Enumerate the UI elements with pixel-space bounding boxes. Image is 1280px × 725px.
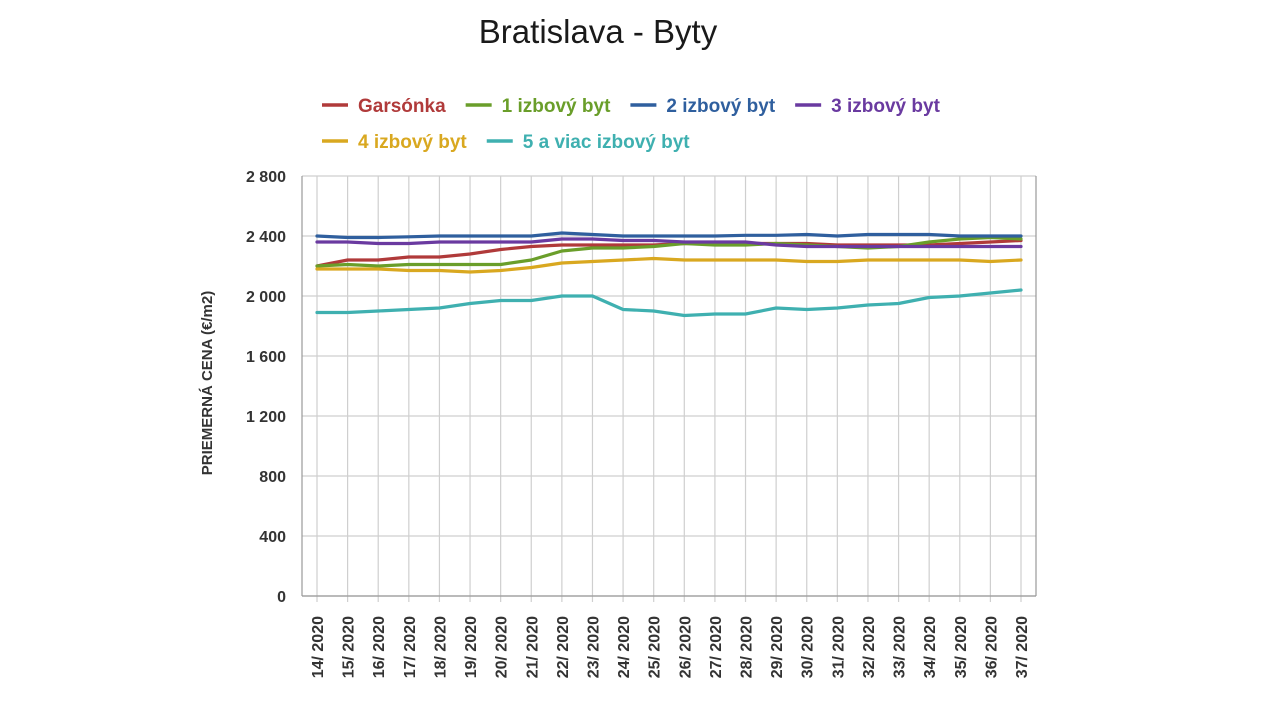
x-tick-label: 20/ 2020 xyxy=(494,616,511,678)
x-tick-label: 24/ 2020 xyxy=(616,616,633,678)
y-axis-label: PRIEMERNÁ CENA (€/m2) xyxy=(199,291,216,475)
x-tick-label: 28/ 2020 xyxy=(739,616,756,678)
y-tick-label: 1 600 xyxy=(246,349,286,366)
x-tick-label: 14/ 2020 xyxy=(310,616,327,678)
legend-item-label: 3 izbový byt xyxy=(831,96,940,117)
y-tick-label: 400 xyxy=(259,529,286,546)
x-tick-label: 29/ 2020 xyxy=(769,616,786,678)
x-tick-label: 36/ 2020 xyxy=(983,616,1000,678)
axes: 0 400 800 1 200 1 600 2 000 2 400 2 800 14/ 2020… xyxy=(246,169,1037,678)
series-line xyxy=(315,237,1023,249)
x-tick-label: 18/ 2020 xyxy=(432,616,449,678)
y-tick-label: 2 800 xyxy=(246,169,286,186)
x-tick-label: 33/ 2020 xyxy=(892,616,909,678)
x-tick-label: 31/ 2020 xyxy=(830,616,847,678)
series-lines xyxy=(315,231,1023,318)
x-tick-label: 34/ 2020 xyxy=(922,616,939,678)
series-line xyxy=(315,288,1023,318)
x-tick-label: 22/ 2020 xyxy=(555,616,572,678)
series-line xyxy=(315,231,1023,240)
x-tick-label: 16/ 2020 xyxy=(371,616,388,678)
x-tick-label: 21/ 2020 xyxy=(524,616,541,678)
x-tick-label: 25/ 2020 xyxy=(647,616,664,678)
x-tick-label: 17/ 2020 xyxy=(402,616,419,678)
y-tick-label: 2 400 xyxy=(246,229,286,246)
x-tick-label: 15/ 2020 xyxy=(341,616,358,678)
legend-item-label: Garsónka xyxy=(358,96,446,117)
legend-item-label: 1 izbový byt xyxy=(502,96,611,117)
x-tick-label: 27/ 2020 xyxy=(708,616,725,678)
x-tick-label: 32/ 2020 xyxy=(861,616,878,678)
x-tick-label: 37/ 2020 xyxy=(1014,616,1031,678)
y-tick-label: 1 200 xyxy=(246,409,286,426)
legend-item-label: 2 izbový byt xyxy=(666,96,775,117)
chart-title: Bratislava - Byty xyxy=(479,13,718,50)
x-tick-label: 19/ 2020 xyxy=(463,616,480,678)
legend: Garsónka 1 izbový byt 2 izbový byt 3 izbový… xyxy=(322,96,941,153)
y-tick-label: 2 000 xyxy=(246,289,286,306)
x-tick-label: 23/ 2020 xyxy=(585,616,602,678)
x-tick-label: 26/ 2020 xyxy=(677,616,694,678)
x-tick-label: 35/ 2020 xyxy=(953,616,970,678)
y-tick-label: 0 xyxy=(277,589,286,606)
legend-item-label: 5 a viac izbový byt xyxy=(523,132,691,153)
y-tick-label: 800 xyxy=(259,469,286,486)
x-tick-label: 30/ 2020 xyxy=(800,616,817,678)
legend-item-label: 4 izbový byt xyxy=(358,132,467,153)
series-line xyxy=(315,256,1023,274)
